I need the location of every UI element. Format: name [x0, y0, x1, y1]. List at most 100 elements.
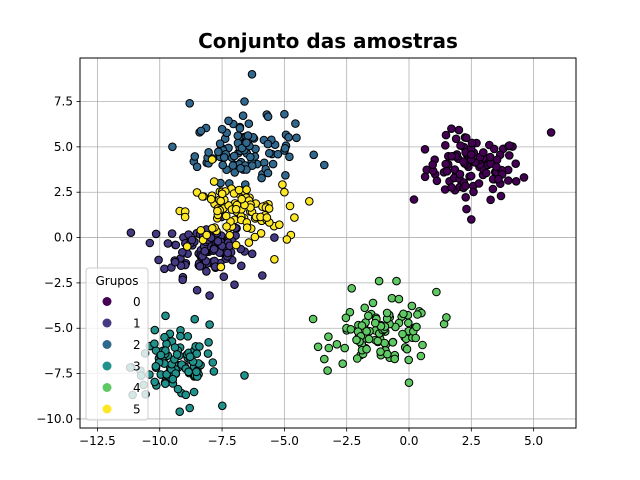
x-tick-label: 2.5 — [462, 434, 481, 448]
data-point — [240, 371, 249, 380]
data-point — [370, 318, 380, 328]
data-point — [203, 349, 213, 358]
data-point — [222, 222, 231, 231]
data-point — [183, 332, 193, 341]
data-point — [360, 303, 370, 313]
data-point — [192, 162, 202, 172]
data-point — [394, 294, 404, 304]
legend-label: 5 — [133, 403, 141, 417]
legend-marker — [102, 297, 112, 306]
data-point — [488, 184, 498, 194]
data-point — [320, 160, 329, 170]
data-point — [218, 401, 227, 411]
data-point — [305, 197, 314, 206]
data-point — [195, 342, 204, 351]
data-point — [234, 185, 244, 195]
data-point — [346, 325, 356, 334]
data-point — [170, 257, 180, 267]
legend-label: 0 — [133, 295, 141, 309]
data-point — [238, 111, 248, 120]
data-point — [185, 99, 194, 108]
data-point — [126, 228, 136, 237]
data-point — [161, 379, 170, 389]
data-point — [216, 262, 226, 272]
y-tick-label: −7.5 — [44, 367, 73, 381]
data-point — [150, 339, 159, 349]
data-point — [207, 155, 217, 164]
data-point — [247, 70, 257, 79]
data-point — [223, 248, 232, 258]
data-point — [340, 343, 350, 353]
data-point — [175, 407, 184, 417]
data-point — [180, 212, 190, 222]
data-point — [268, 159, 278, 169]
x-tick-label: −10.0 — [141, 434, 178, 448]
data-point — [204, 338, 213, 347]
data-point — [382, 308, 392, 318]
data-point — [208, 224, 217, 233]
data-point — [364, 334, 374, 344]
data-point — [482, 168, 491, 178]
data-point — [467, 215, 476, 224]
y-tick-label: 7.5 — [54, 95, 73, 109]
x-tick-label: −12.5 — [79, 434, 116, 448]
data-point — [447, 183, 456, 192]
data-point — [163, 239, 173, 248]
data-point — [280, 109, 289, 119]
data-point — [390, 354, 400, 364]
data-point — [178, 275, 187, 285]
data-point — [280, 144, 290, 153]
data-point — [392, 276, 401, 286]
data-point — [168, 374, 178, 384]
legend-label: 2 — [133, 338, 141, 352]
data-point — [459, 157, 468, 166]
legend-marker — [102, 361, 112, 371]
data-point — [204, 148, 213, 157]
data-point — [404, 318, 413, 328]
data-point — [442, 313, 451, 322]
data-point — [209, 367, 219, 376]
data-point — [281, 171, 290, 180]
data-point — [278, 180, 287, 189]
data-point — [373, 336, 383, 346]
data-point — [235, 124, 245, 133]
data-point — [489, 144, 499, 154]
data-point — [454, 125, 464, 135]
data-point — [461, 193, 471, 202]
data-point — [519, 173, 529, 182]
data-point — [187, 235, 197, 245]
data-point — [347, 284, 357, 293]
y-tick-label: 0.0 — [54, 231, 73, 245]
y-tick-label: 2.5 — [54, 185, 73, 199]
data-point — [451, 134, 461, 144]
data-point — [176, 331, 185, 341]
data-point — [456, 141, 465, 150]
data-point — [270, 254, 279, 264]
series-0 — [409, 124, 556, 224]
data-point — [374, 276, 384, 286]
data-point — [420, 145, 430, 154]
series-5 — [175, 155, 314, 272]
data-point — [247, 249, 257, 259]
data-point — [233, 131, 243, 140]
legend-title: Grupos — [95, 274, 138, 288]
data-point — [184, 367, 193, 377]
data-point — [411, 333, 421, 343]
data-point — [462, 204, 471, 214]
data-point — [219, 153, 229, 162]
data-point — [258, 271, 267, 280]
data-point — [273, 149, 283, 159]
data-point — [416, 351, 426, 361]
data-point — [182, 242, 192, 251]
data-point — [420, 172, 430, 182]
data-point — [213, 206, 222, 216]
data-point — [399, 309, 408, 319]
data-point — [215, 139, 225, 148]
data-point — [189, 387, 199, 397]
data-point — [466, 150, 476, 159]
data-point — [407, 301, 417, 311]
data-point — [441, 141, 450, 150]
series-2 — [168, 70, 329, 208]
data-point — [447, 152, 457, 161]
data-point — [231, 240, 241, 250]
